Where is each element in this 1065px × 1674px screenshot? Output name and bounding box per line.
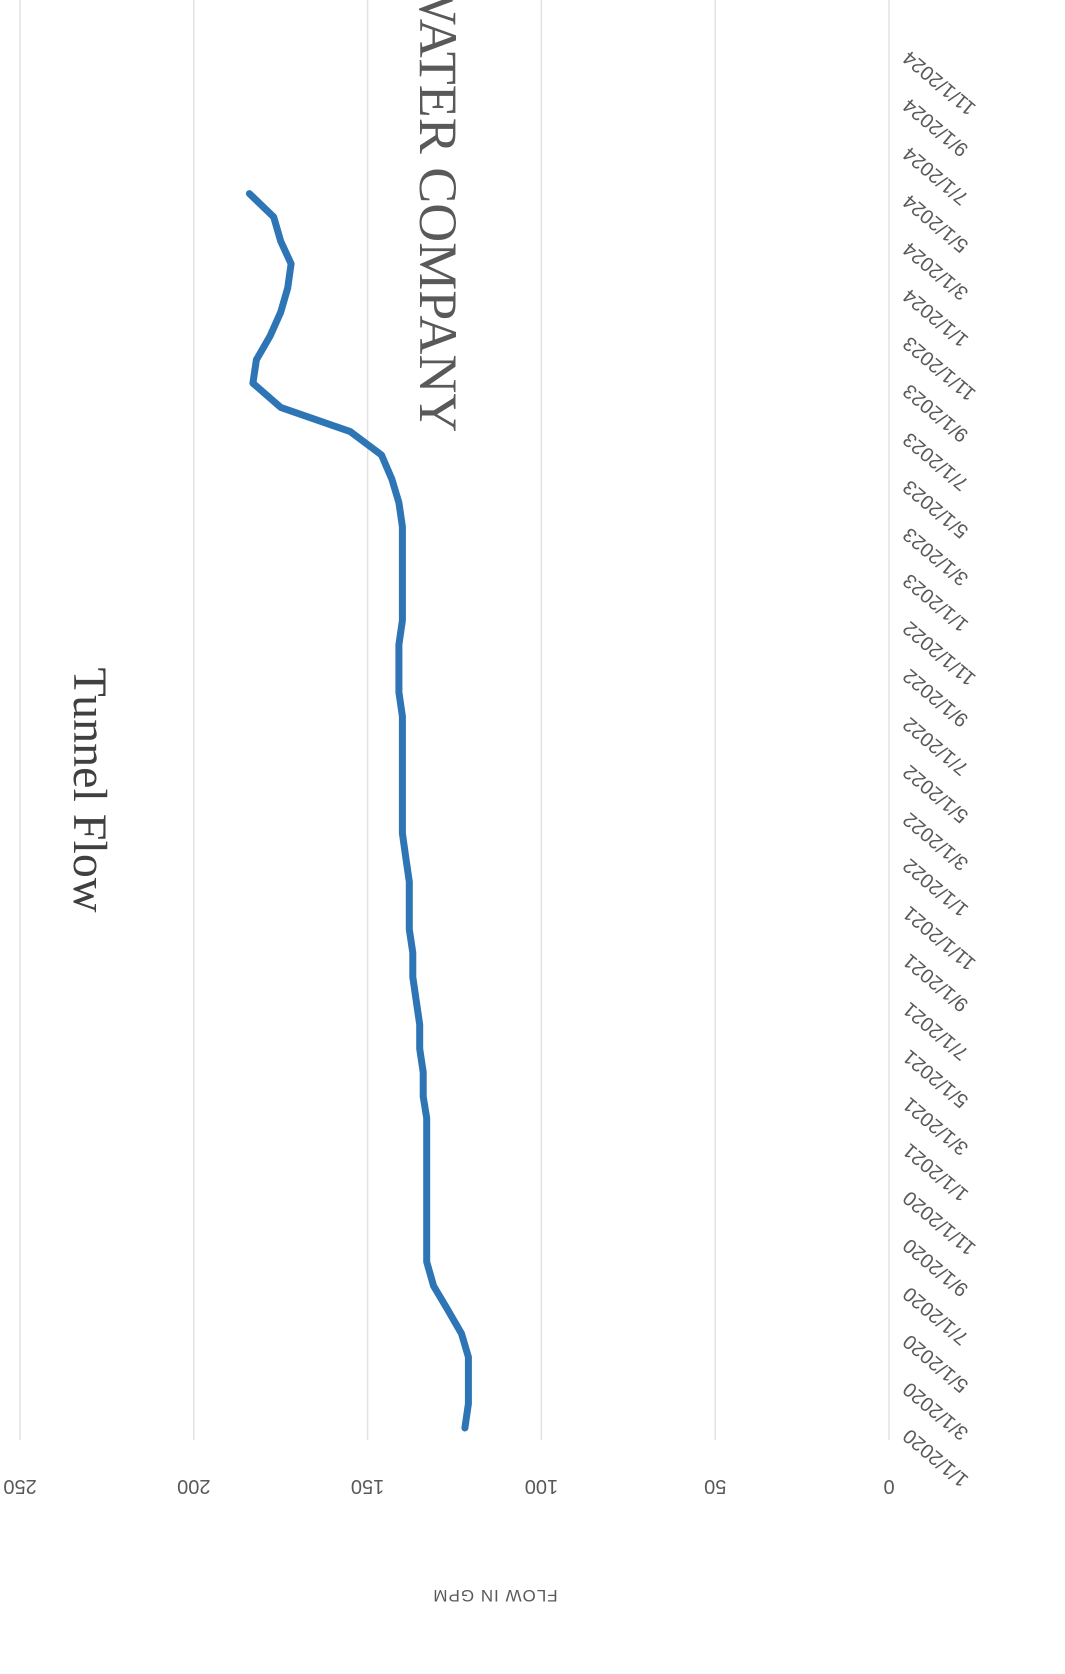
y-axis-ticks: 0 50 100 150 200 250 [3, 1475, 894, 1497]
y-tick-label: 250 [3, 1475, 36, 1497]
series-line [245, 190, 472, 1432]
chart-title: SHEEP CREEK WATER COMPANY [408, 0, 468, 432]
y-tick-label: 200 [177, 1475, 210, 1497]
gridlines [19, 0, 890, 1440]
chart-subtitle: Tunnel Flow [63, 668, 116, 913]
y-tick-label: 150 [351, 1475, 384, 1497]
y-axis-label: FLOW IN GPM [432, 1586, 557, 1605]
y-tick-label: 100 [525, 1475, 558, 1497]
series-layer [245, 190, 472, 1432]
x-axis-ticks: 1/1/20203/1/20205/1/20207/1/20209/1/2020… [899, 46, 980, 1491]
y-tick-label: 0 [883, 1475, 894, 1497]
y-tick-label: 50 [704, 1475, 726, 1497]
titles: SHEEP CREEK WATER COMPANY Tunnel Flow FL… [63, 0, 558, 1605]
